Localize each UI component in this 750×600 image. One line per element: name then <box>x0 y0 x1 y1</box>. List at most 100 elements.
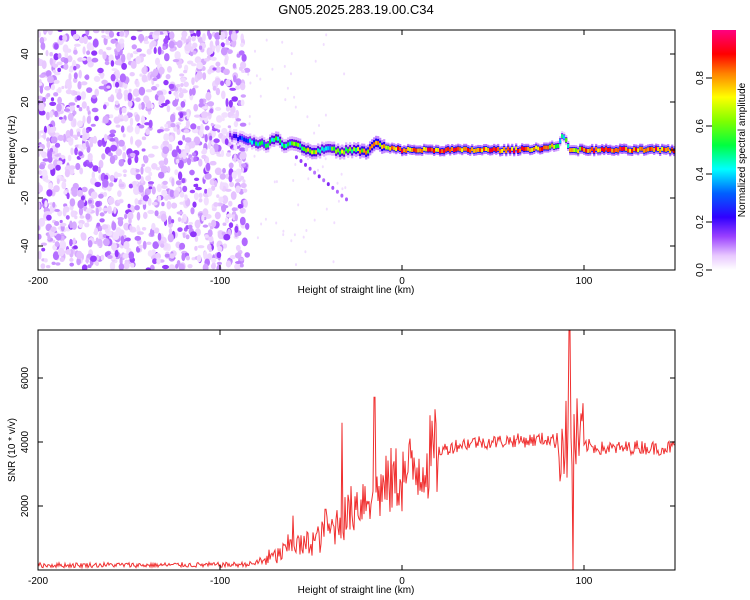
spectrogram-noise-cell <box>110 94 115 103</box>
spectrogram-noise-cell <box>68 165 76 170</box>
spectrogram-ridge-core <box>519 148 522 153</box>
spectrogram-noise-cell <box>193 103 199 112</box>
spectrogram-ridge-core <box>305 148 308 153</box>
spectrogram-noise-cell <box>196 61 203 70</box>
spectrogram-noise-cell <box>59 257 65 262</box>
spectrogram-noise-cell <box>41 151 48 158</box>
spectrogram-noise-cell <box>184 147 191 153</box>
spectrogram-streak-cell <box>299 159 303 163</box>
spectrogram-noise-cell <box>38 82 43 87</box>
spectrogram-noise-cell <box>56 178 60 185</box>
spectrogram-noise-cell <box>239 216 246 226</box>
x-tick-label: 100 <box>576 576 593 587</box>
spectrogram-ridge-core <box>477 147 480 152</box>
spectrogram-noise-cell <box>117 190 122 198</box>
y-tick-label: 40 <box>20 48 31 60</box>
spectrogram-noise-cell <box>129 117 134 127</box>
spectrogram-noise-cell <box>325 207 328 211</box>
spectrogram-noise-cell <box>145 188 152 195</box>
spectrogram-noise-cell <box>114 88 119 94</box>
spectrogram-ridge-core <box>389 146 392 151</box>
spectrogram-noise-cell <box>147 197 152 206</box>
spectrogram-noise-cell <box>194 235 199 242</box>
spectrogram-noise-cell <box>62 44 69 53</box>
spectrogram-noise-cell <box>228 162 234 169</box>
spectrogram-ridge-core <box>467 148 470 152</box>
spectrogram-noise-cell <box>198 158 203 167</box>
spectrogram-ridge-layer <box>229 128 675 202</box>
spectrogram-noise-cell <box>38 131 41 139</box>
spectrogram-noise-cell <box>66 137 74 142</box>
spectrogram-ridge-core <box>659 149 662 153</box>
spectrogram-streak-cell <box>345 197 348 202</box>
spectrogram-noise-cell <box>163 242 169 250</box>
spectrogram-noise-cell <box>211 219 217 228</box>
spectrogram-noise-cell <box>177 63 182 69</box>
spectrogram-noise-cell <box>216 202 224 207</box>
spectrogram-ridge-core <box>321 146 324 151</box>
spectrogram-noise-cell <box>130 167 136 175</box>
spectrogram-ridge-core <box>643 148 646 153</box>
x-tick-label: -200 <box>28 276 48 287</box>
spectrogram-noise-cell <box>80 232 86 240</box>
spectrogram-noise-cell <box>297 203 300 207</box>
spectrogram-noise-cell <box>54 71 61 76</box>
spectrogram-noise-cell <box>182 185 188 193</box>
spectrogram-ridge-core <box>629 148 632 153</box>
spectrogram-noise-cell <box>240 182 247 189</box>
spectrogram-noise-cell <box>148 119 153 129</box>
spectrogram-ridge-core <box>383 144 386 149</box>
spectrogram-noise-cell <box>86 56 92 63</box>
spectrogram-noise-cell <box>90 204 95 209</box>
spectrogram-noise-cell <box>68 67 74 73</box>
spectrogram-noise-cell <box>144 166 152 174</box>
x-tick-label: -200 <box>28 576 48 587</box>
spectrogram-noise-cell <box>90 191 98 199</box>
spectrogram-ridge-core <box>255 141 258 146</box>
spectrogram-noise-cell <box>341 187 344 191</box>
spectrogram-noise-cell <box>153 30 161 36</box>
spectrogram-noise-cell <box>76 257 81 266</box>
spectrogram-noise-cell <box>221 195 229 204</box>
spectrogram-ridge-core <box>607 148 610 152</box>
spectrogram-noise-cell <box>55 262 61 266</box>
spectrogram-noise-cell <box>153 227 160 234</box>
spectrogram-ridge-core <box>415 148 418 153</box>
y-tick-label: 0 <box>20 147 31 153</box>
spectrogram-noise-cell <box>293 95 296 99</box>
spectrogram-noise-cell <box>343 72 346 76</box>
spectrogram-ridge-core <box>625 146 628 151</box>
spectrogram-noise-cell <box>185 234 190 240</box>
spectrogram-ridge-core <box>619 146 622 151</box>
spectrogram-noise-cell <box>62 34 68 42</box>
spectrogram-noise-cell <box>163 79 169 86</box>
spectrogram-noise-cell <box>184 194 188 201</box>
spectrogram-noise-cell <box>107 152 113 157</box>
spectrogram-noise-cell <box>203 196 209 206</box>
spectrogram-noise-cell <box>192 152 196 157</box>
spectrogram-noise-cell <box>185 255 190 261</box>
spectrogram-noise-cell <box>239 147 247 152</box>
spectrogram-noise-cell <box>227 111 234 117</box>
spectrogram-ridge-core <box>569 148 572 153</box>
spectrogram-noise-cell <box>46 93 51 97</box>
spectrogram-noise-cell <box>237 170 241 179</box>
spectrogram-noise-cell <box>69 128 74 137</box>
spectrogram-noise-cell <box>161 103 168 107</box>
spectrogram-noise-cell <box>145 175 152 182</box>
spectrogram-noise-cell <box>75 162 81 171</box>
spectrogram-ridge-core <box>483 147 486 152</box>
spectrogram-noise-cell <box>77 199 85 209</box>
spectrogram-noise-cell <box>127 157 132 166</box>
spectrogram-noise-cell <box>240 42 245 48</box>
spectrogram-noise-cell <box>204 234 209 239</box>
spectrogram-ridge-core <box>543 145 546 150</box>
spectrogram-ridge-core <box>429 147 432 152</box>
spectrogram-noise-cell <box>174 169 179 176</box>
spectrogram-y-axis: -40 -20 0 20 40 <box>20 48 675 253</box>
spectrogram-noise-cell <box>44 86 51 91</box>
spectrogram-noise-cell <box>243 199 248 208</box>
spectrogram-ridge-core <box>635 147 638 152</box>
y-tick-label: 2000 <box>20 494 31 517</box>
